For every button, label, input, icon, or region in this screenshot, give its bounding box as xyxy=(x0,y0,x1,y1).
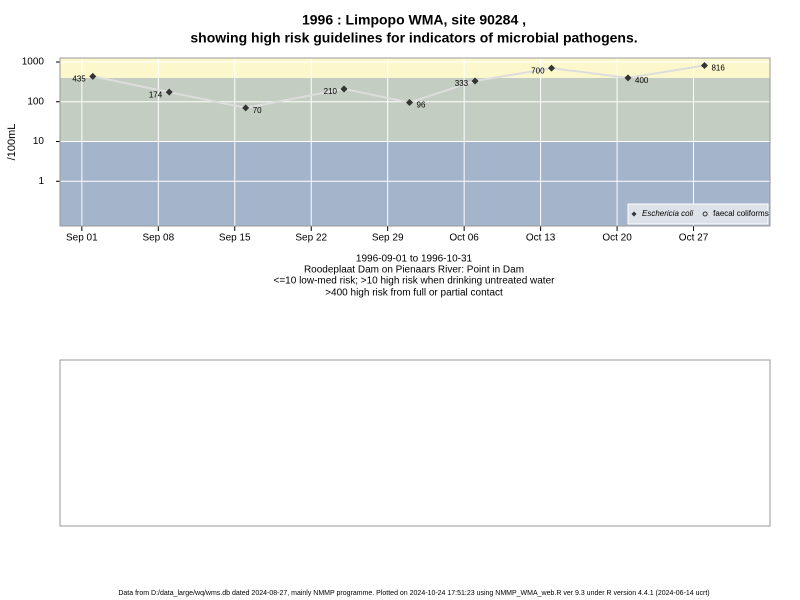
y-tick-label: 1 xyxy=(38,176,44,187)
data-point xyxy=(89,72,97,80)
legend-label: Eschericia coli xyxy=(642,209,693,218)
legend-label: faecal coliforms xyxy=(713,209,769,218)
x-tick-label: Sep 01 xyxy=(66,233,98,244)
y-tick-label: 10 xyxy=(33,136,45,147)
data-label: 435 xyxy=(72,74,86,83)
y-axis-label: /100mL xyxy=(6,124,18,161)
note: 1996-09-01 to 1996-10-31 xyxy=(356,254,473,265)
y-tick-label: 100 xyxy=(27,96,44,107)
data-point xyxy=(700,62,708,70)
x-tick-label: Sep 29 xyxy=(372,233,404,244)
note: <=10 low-med risk; >10 high risk when dr… xyxy=(274,276,556,287)
data-label: 96 xyxy=(417,101,426,110)
data-point xyxy=(340,85,348,93)
data-label: 70 xyxy=(253,106,262,115)
legend-marker xyxy=(631,211,637,217)
data-point xyxy=(406,98,414,106)
chart-title: 1996 : Limpopo WMA, site 90284 , xyxy=(302,12,526,28)
data-point xyxy=(242,104,250,112)
data-label: 816 xyxy=(711,64,725,73)
data-label: 400 xyxy=(635,76,649,85)
x-tick-label: Sep 22 xyxy=(295,233,327,244)
data-label: 700 xyxy=(531,66,545,75)
data-label: 333 xyxy=(455,79,469,88)
y-tick-label: 1000 xyxy=(22,57,45,68)
data-point xyxy=(471,77,479,85)
risk-band xyxy=(60,77,770,142)
data-point xyxy=(548,64,556,72)
x-tick-label: Oct 06 xyxy=(449,233,479,244)
x-tick-label: Sep 08 xyxy=(142,233,174,244)
x-tick-label: Oct 27 xyxy=(679,233,709,244)
chart-subtitle: showing high risk guidelines for indicat… xyxy=(190,30,637,46)
legend-marker xyxy=(702,211,708,217)
note: >400 high risk from full or partial cont… xyxy=(325,288,503,299)
note: Roodeplaat Dam on Pienaars River: Point … xyxy=(304,265,524,276)
legend-box xyxy=(627,203,769,225)
data-point xyxy=(624,74,632,82)
data-label: 174 xyxy=(149,90,163,99)
empty-panel xyxy=(59,359,771,527)
plot-frame xyxy=(59,57,771,227)
footer: Data from D:/data_large/wq/wms.db dated … xyxy=(118,590,709,597)
data-label: 210 xyxy=(324,87,338,96)
data-point xyxy=(165,88,173,96)
x-tick-label: Oct 13 xyxy=(526,233,556,244)
risk-band xyxy=(60,58,770,78)
x-tick-label: Sep 15 xyxy=(219,233,251,244)
x-tick-label: Oct 20 xyxy=(602,233,632,244)
